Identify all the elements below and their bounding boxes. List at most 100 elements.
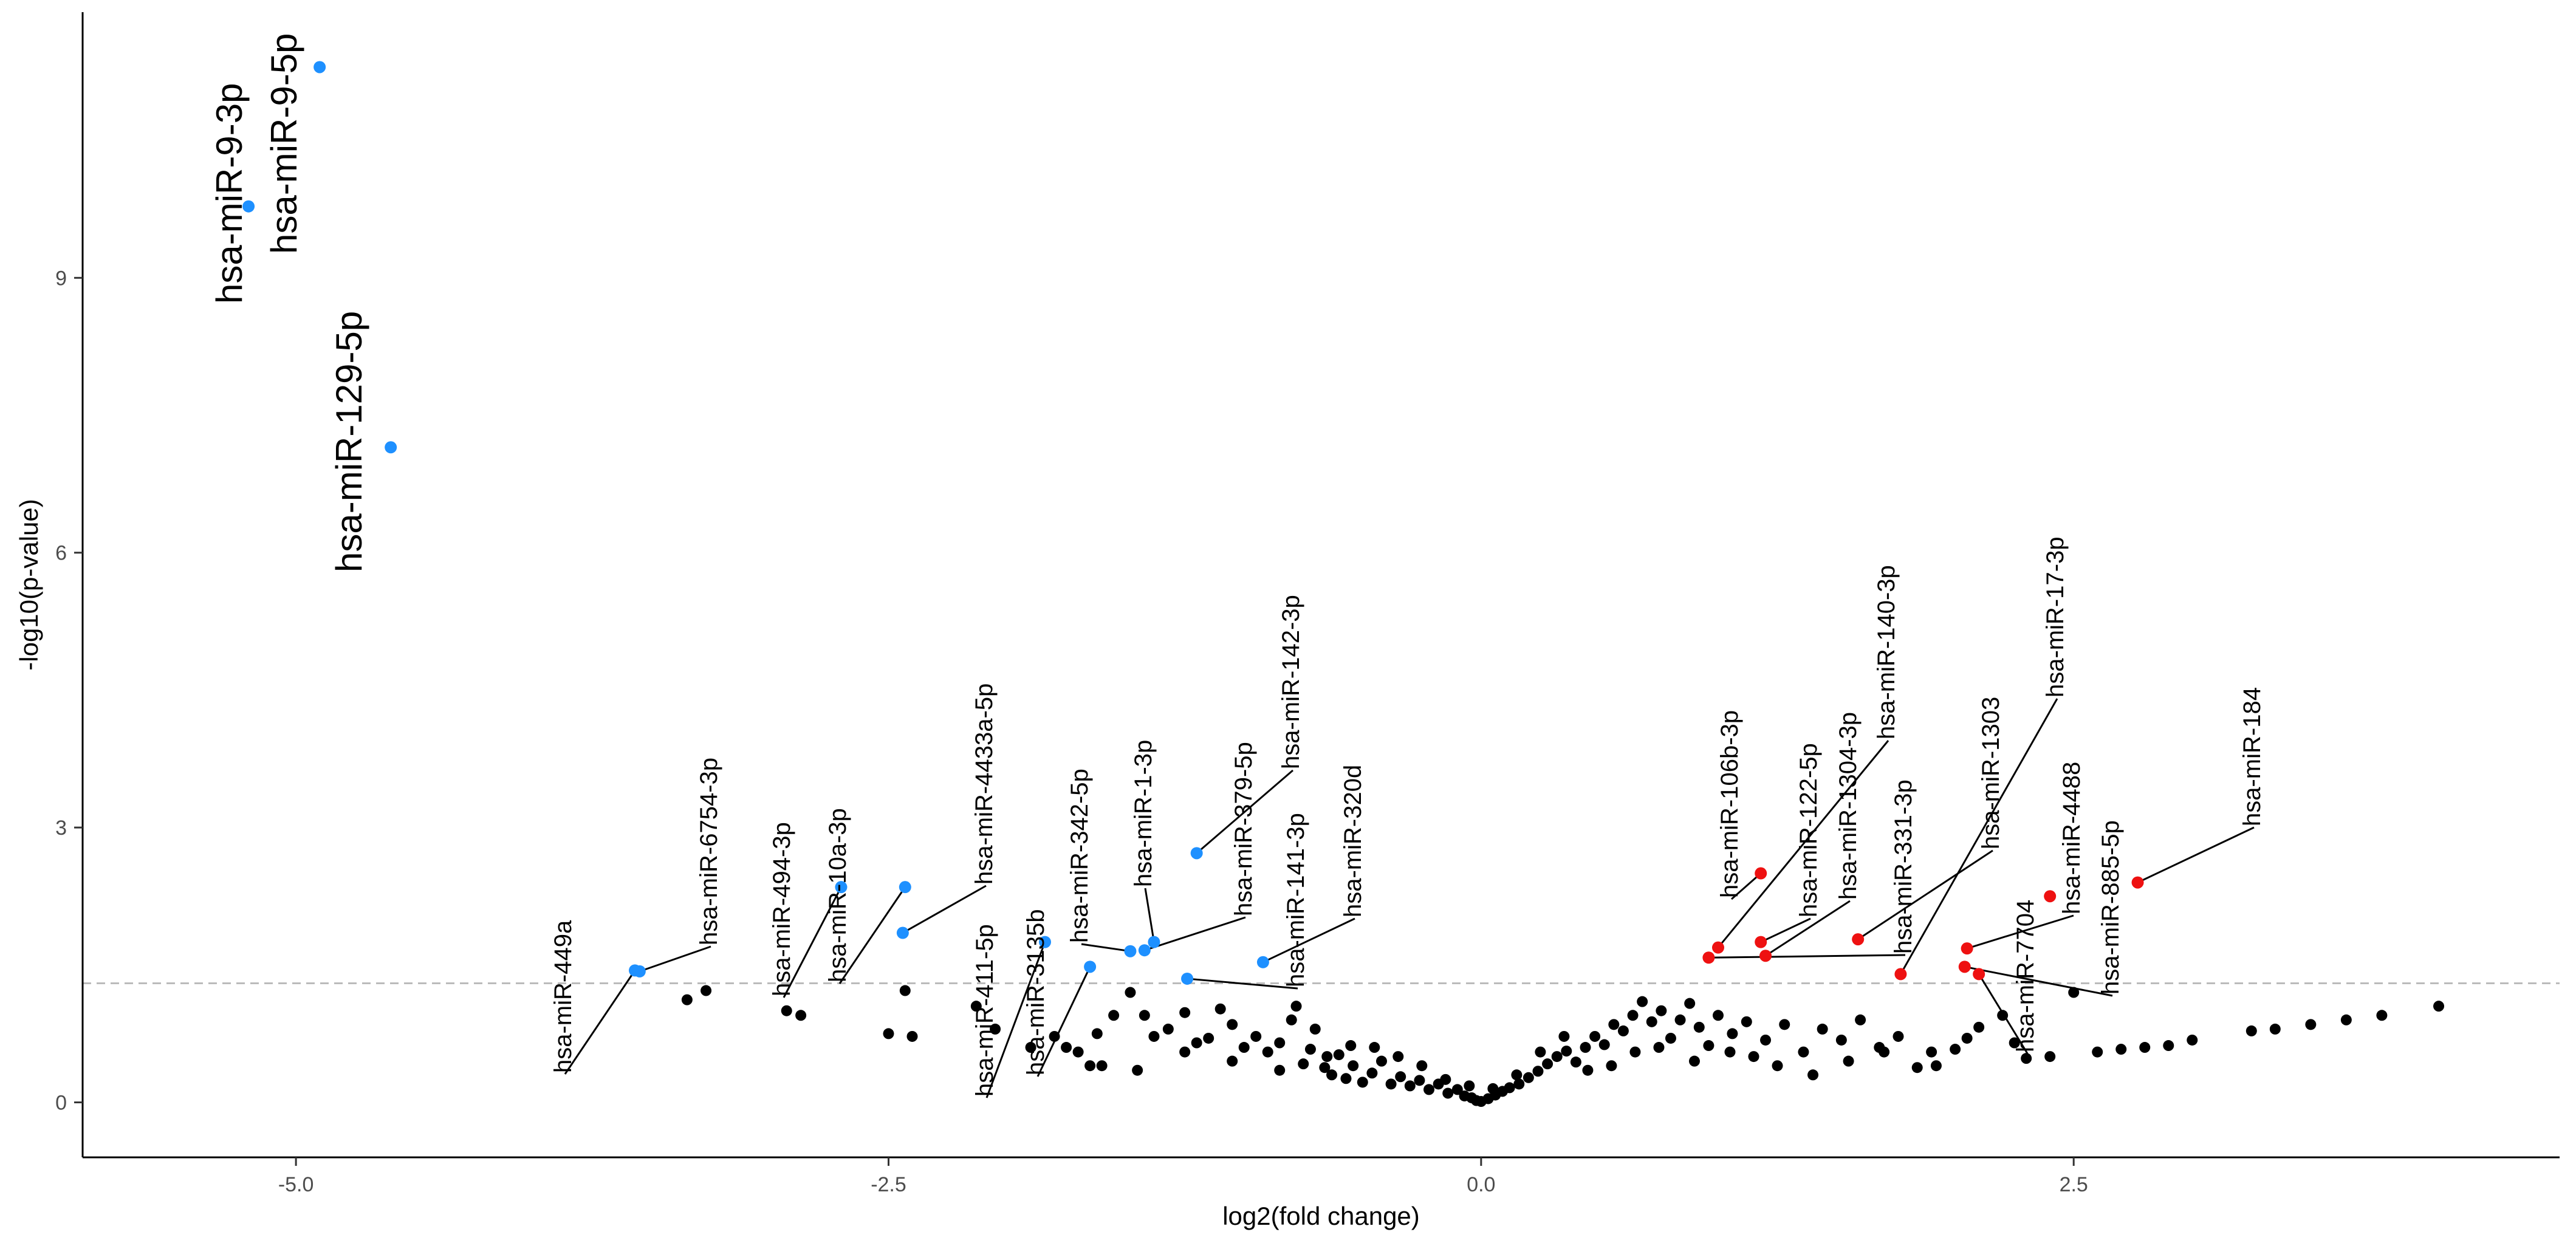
point-ns-22	[1227, 1019, 1238, 1030]
label-leader-25	[1964, 965, 2113, 997]
point-label-26: hsa-miR-184	[2239, 687, 2266, 826]
point-ns-3	[795, 1010, 807, 1021]
point-ns-46	[1442, 1087, 1454, 1099]
point-ns-47	[1451, 1084, 1463, 1095]
point-ns-0	[681, 994, 693, 1005]
point-label-7: hsa-miR-4433a-5p	[971, 683, 998, 885]
label-leaders-layer	[564, 698, 2255, 1098]
point-ns-113	[1345, 1040, 1357, 1052]
point-label-4: hsa-miR-6754-3p	[696, 758, 722, 945]
point-sig-21	[1852, 933, 1865, 946]
point-label-18: hsa-miR-1304-3p	[1835, 712, 1862, 900]
point-ns-106	[2433, 1001, 2445, 1012]
point-ns-105	[2376, 1010, 2388, 1021]
point-label-11: hsa-miR-1-3p	[1130, 740, 1157, 887]
label-leader-19	[1717, 740, 1889, 948]
point-ns-134	[1926, 1046, 1937, 1058]
point-ns-23	[1238, 1042, 1250, 1053]
point-ns-133	[1879, 1046, 1890, 1058]
point-ns-18	[1179, 1007, 1191, 1018]
point-ns-108	[1416, 1060, 1428, 1072]
point-ns-10	[1072, 1046, 1084, 1058]
point-ns-58	[1532, 1066, 1544, 1077]
point-ns-9	[1061, 1042, 1072, 1053]
point-ns-85	[1855, 1014, 1866, 1026]
label-leader-23	[1967, 914, 2074, 950]
label-leader-5	[783, 886, 842, 998]
point-ns-14	[1125, 987, 1136, 998]
point-ns-91	[1973, 1021, 1985, 1033]
point-ns-6	[899, 985, 911, 996]
point-ns-62	[1570, 1056, 1581, 1068]
point-ns-72	[1665, 1032, 1676, 1044]
point-sig-7	[896, 926, 909, 939]
point-ns-43	[1414, 1075, 1425, 1086]
point-ns-42	[1404, 1080, 1416, 1092]
point-ns-138	[990, 1023, 1001, 1035]
point-sig-12	[1138, 944, 1151, 957]
point-ns-63	[1580, 1042, 1591, 1053]
label-leader-8	[985, 942, 1046, 1098]
label-leader-3	[564, 970, 636, 1075]
point-ns-78	[1727, 1028, 1738, 1039]
point-ns-66	[1608, 1019, 1620, 1030]
x-tick-label-1: -2.5	[871, 1173, 906, 1196]
point-label-14: hsa-miR-141-3p	[1283, 813, 1309, 987]
point-sig-13	[1190, 847, 1203, 860]
y-tick-label-1: 3	[55, 817, 67, 840]
label-leader-10	[1081, 943, 1131, 953]
point-sig-27	[2131, 876, 2144, 889]
x-tick-label-3: 2.5	[2060, 1173, 2088, 1196]
point-ns-97	[2115, 1044, 2127, 1055]
point-ns-40	[1385, 1078, 1397, 1090]
point-ns-35	[1340, 1073, 1352, 1084]
axes-layer: -5.0 -2.5 0.0 2.5 0 3 6 9	[55, 12, 2560, 1196]
point-ns-126	[1748, 1051, 1759, 1063]
point-sig-10	[1124, 945, 1137, 957]
point-ns-137	[2009, 1037, 2020, 1049]
label-leader-20	[1708, 954, 1906, 959]
point-sig-6	[899, 881, 911, 894]
point-label-12: hsa-miR-379-5p	[1230, 742, 1257, 916]
point-ns-102	[2269, 1023, 2281, 1035]
point-sig-0	[242, 200, 255, 213]
point-ns-103	[2305, 1019, 2317, 1030]
point-ns-127	[1772, 1060, 1783, 1072]
point-label-21: hsa-miR-1303	[1978, 697, 2004, 849]
y-tick-label-3: 9	[55, 267, 67, 290]
point-ns-132	[1096, 1060, 1108, 1072]
point-label-5: hsa-miR-494-3p	[769, 822, 795, 996]
point-ns-27	[1286, 1014, 1297, 1026]
point-ns-39	[1375, 1055, 1387, 1067]
point-ns-96	[2092, 1046, 2103, 1058]
point-sig-19	[1711, 941, 1724, 954]
point-ns-36	[1348, 1060, 1359, 1072]
point-label-17: hsa-miR-122-5p	[1795, 743, 1822, 917]
point-label-20: hsa-miR-331-3p	[1890, 779, 1917, 954]
point-label-16: hsa-miR-106b-3p	[1716, 710, 1743, 898]
point-ns-94	[2044, 1051, 2056, 1063]
point-label-10: hsa-miR-342-5p	[1066, 769, 1093, 943]
point-label-3: hsa-miR-449a	[550, 920, 577, 1073]
point-ns-77	[1712, 1010, 1724, 1021]
point-ns-16	[1148, 1030, 1160, 1042]
point-sig-4	[633, 965, 646, 978]
point-ns-30	[1304, 1044, 1316, 1055]
point-sig-2	[385, 441, 397, 454]
label-leader-24	[1978, 973, 2029, 1054]
point-label-25: hsa-miR-885-5p	[2097, 820, 2124, 995]
point-labels-layer: hsa-miR-9-3p hsa-miR-9-5p hsa-miR-129-5p hs…	[209, 33, 2266, 1097]
point-ns-75	[1693, 1021, 1705, 1033]
point-ns-124	[1724, 1046, 1736, 1058]
point-ns-122	[1274, 1064, 1286, 1076]
point-ns-121	[1321, 1051, 1333, 1063]
significant-points-layer	[242, 61, 2144, 985]
point-ns-80	[1760, 1034, 1772, 1046]
point-sig-11	[1148, 936, 1160, 948]
point-ns-81	[1779, 1019, 1790, 1030]
point-ns-110	[1558, 1030, 1570, 1042]
point-ns-28	[1290, 1001, 1302, 1012]
label-leader-18	[1765, 900, 1851, 957]
